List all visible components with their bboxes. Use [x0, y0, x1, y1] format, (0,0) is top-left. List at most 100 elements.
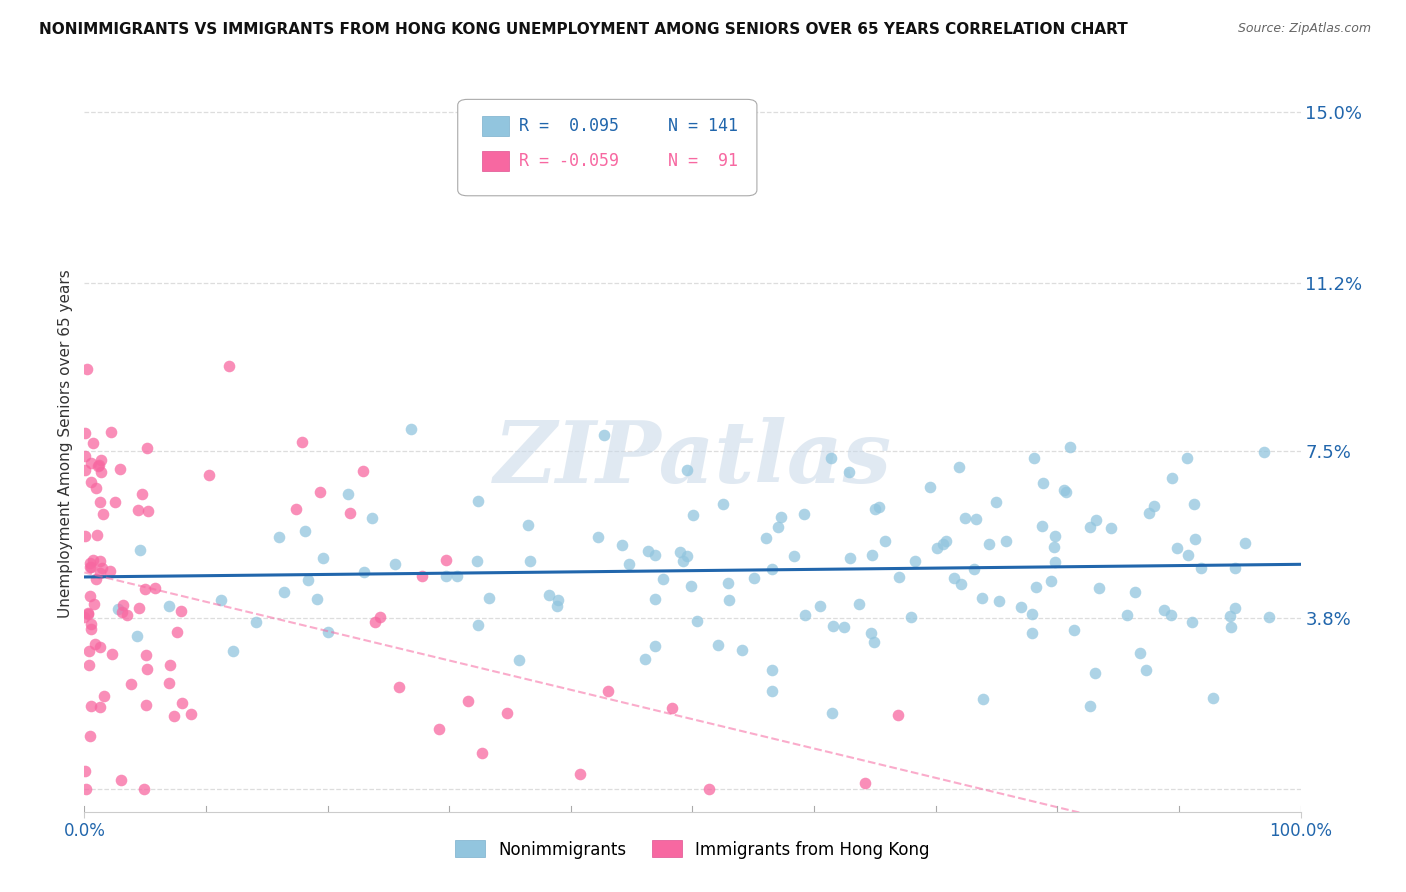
- Point: [863, 635, 886, 649]
- Y-axis label: Unemployment Among Seniors over 65 years: Unemployment Among Seniors over 65 years: [58, 269, 73, 618]
- Text: NONIMMIGRANTS VS IMMIGRANTS FROM HONG KONG UNEMPLOYMENT AMONG SENIORS OVER 65 YE: NONIMMIGRANTS VS IMMIGRANTS FROM HONG KO…: [39, 22, 1128, 37]
- Point: [873, 533, 896, 548]
- Point: [848, 597, 870, 611]
- Point: [1223, 561, 1246, 575]
- Point: [108, 462, 131, 476]
- Point: [1219, 608, 1241, 623]
- Point: [135, 648, 157, 662]
- Point: [75, 529, 97, 543]
- Text: Source: ZipAtlas.com: Source: ZipAtlas.com: [1237, 22, 1371, 36]
- Point: [273, 584, 295, 599]
- Point: [339, 506, 361, 520]
- Point: [1054, 485, 1077, 500]
- Point: [1032, 476, 1054, 491]
- Point: [586, 530, 609, 544]
- Point: [1137, 506, 1160, 520]
- Point: [838, 551, 860, 566]
- Point: [592, 428, 614, 442]
- Point: [93, 689, 115, 703]
- Point: [285, 502, 308, 516]
- Point: [1078, 698, 1101, 713]
- Point: [75, 463, 97, 477]
- Point: [166, 624, 188, 639]
- Point: [291, 434, 314, 449]
- Point: [267, 530, 290, 544]
- Point: [1181, 615, 1204, 630]
- Point: [128, 600, 150, 615]
- Point: [617, 557, 640, 571]
- Point: [1088, 581, 1111, 595]
- Point: [1043, 555, 1066, 569]
- Point: [718, 593, 741, 607]
- Point: [634, 652, 657, 666]
- Point: [669, 545, 692, 559]
- Text: N =  91: N = 91: [668, 153, 738, 170]
- Point: [699, 782, 721, 797]
- Point: [868, 500, 890, 515]
- Text: R =  0.095: R = 0.095: [519, 117, 619, 135]
- Point: [782, 549, 804, 563]
- Point: [297, 573, 319, 587]
- Point: [904, 554, 927, 568]
- Legend: Nonimmigrants, Immigrants from Hong Kong: Nonimmigrants, Immigrants from Hong Kong: [456, 840, 929, 859]
- Point: [294, 524, 316, 539]
- Point: [1223, 600, 1246, 615]
- Point: [465, 554, 488, 568]
- Point: [652, 572, 675, 586]
- Point: [89, 566, 111, 581]
- Point: [136, 504, 159, 518]
- Point: [90, 466, 112, 480]
- Point: [312, 550, 335, 565]
- Point: [547, 593, 569, 607]
- Point: [949, 577, 972, 591]
- Point: [352, 464, 374, 478]
- Point: [163, 709, 186, 723]
- Point: [1025, 580, 1047, 594]
- Point: [83, 637, 105, 651]
- Point: [860, 548, 883, 562]
- Point: [411, 569, 433, 583]
- Point: [135, 698, 157, 712]
- Point: [115, 608, 138, 623]
- Point: [159, 658, 181, 673]
- Point: [364, 615, 387, 629]
- Point: [637, 544, 659, 558]
- Point: [794, 608, 817, 623]
- Point: [742, 571, 765, 585]
- Point: [1024, 450, 1046, 465]
- Point: [172, 696, 194, 710]
- Point: [471, 746, 494, 760]
- Point: [73, 610, 96, 624]
- Point: [80, 475, 103, 489]
- Point: [761, 683, 783, 698]
- Point: [1175, 450, 1198, 465]
- Point: [110, 772, 132, 787]
- Point: [1253, 445, 1275, 459]
- Point: [80, 617, 103, 632]
- Point: [80, 622, 103, 636]
- Point: [82, 553, 104, 567]
- Point: [89, 458, 111, 472]
- Point: [508, 653, 530, 667]
- Point: [434, 552, 457, 566]
- Point: [900, 610, 922, 624]
- Point: [538, 588, 561, 602]
- Point: [134, 782, 156, 797]
- Point: [676, 462, 699, 476]
- Point: [918, 480, 941, 494]
- Point: [681, 579, 703, 593]
- Point: [1084, 513, 1107, 527]
- Point: [948, 459, 970, 474]
- Point: [198, 468, 221, 483]
- Point: [610, 538, 633, 552]
- Point: [83, 597, 105, 611]
- Point: [755, 532, 778, 546]
- Point: [1177, 548, 1199, 562]
- Point: [107, 602, 129, 616]
- Point: [112, 598, 135, 612]
- Point: [84, 481, 107, 495]
- Point: [353, 565, 375, 579]
- Point: [644, 548, 666, 562]
- Point: [135, 442, 157, 456]
- Point: [1129, 646, 1152, 660]
